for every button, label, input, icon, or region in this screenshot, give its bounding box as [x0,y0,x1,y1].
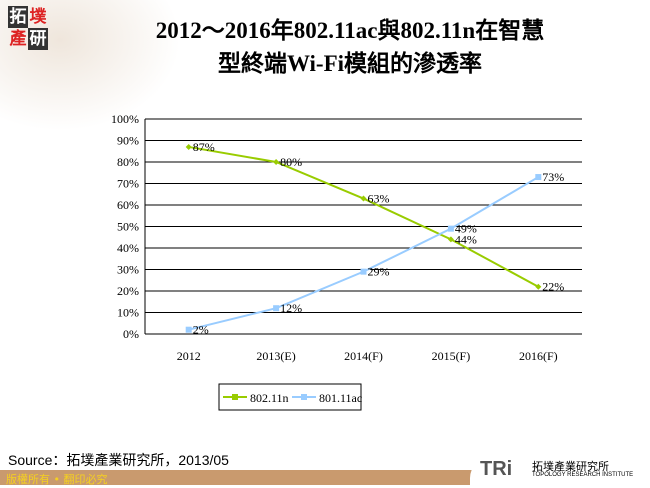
data-point [535,283,542,290]
x-tick-label: 2014(F) [344,349,383,363]
x-tick-label: 2016(F) [519,349,558,363]
y-tick-label: 40% [117,241,139,255]
logo-char: 研 [28,28,48,50]
y-tick-label: 10% [117,306,139,320]
data-point [535,174,542,181]
title-line-2: 型終端Wi-Fi模組的滲透率 [217,51,483,76]
page-title: 2012～2016年802.11ac與802.11n在智慧 型終端Wi-Fi模組的… [60,14,640,80]
brand-sub: TOPOLOGY RESEARCH INSTITUTE [532,472,634,478]
legend-label: 802.11n [250,391,289,405]
source-note: Source：拓墣產業研究所，2013/05 [8,452,229,468]
y-tick-label: 70% [117,177,139,191]
data-label: 73% [542,170,564,184]
logo-char: 墣 [29,7,47,27]
data-point [185,143,192,150]
y-tick-label: 0% [123,327,139,341]
data-label: 80% [280,155,302,169]
brand-mark: TRi [480,458,513,480]
series-line-802.11n [188,145,539,288]
data-point [273,305,280,312]
data-label: 44% [455,232,477,246]
data-point [447,236,454,243]
data-label: 49% [455,222,477,236]
data-label: 2% [193,323,209,337]
data-label: 63% [368,192,390,206]
y-tick-label: 30% [117,263,139,277]
data-label: 29% [368,265,390,279]
title-line-1: 2012～2016年802.11ac與802.11n在智慧 [155,18,545,43]
x-tick-label: 2012 [177,349,201,363]
y-tick-label: 90% [117,134,139,148]
legend-label: 801.11ac [319,391,362,405]
data-point [447,225,454,232]
legend-marker [232,394,238,400]
data-point [185,326,192,333]
data-label: 87% [193,140,215,154]
data-point [360,268,367,275]
x-tick-label: 2015(F) [432,349,471,363]
y-tick-label: 60% [117,198,139,212]
logo: 拓墣產研 [8,6,50,52]
y-tick-label: 20% [117,284,139,298]
legend-marker [301,394,307,400]
logo-char: 產 [9,29,27,49]
x-tick-label: 2013(E) [256,349,295,363]
data-point [360,195,367,202]
data-point [273,159,280,165]
brand-logo: TRi 拓墣產業研究所 TOPOLOGY RESEARCH INSTITUTE [470,458,650,485]
y-tick-label: 50% [117,220,139,234]
y-tick-label: 80% [117,155,139,169]
brand-name: 拓墣產業研究所 [532,460,609,473]
data-label: 22% [542,280,564,294]
y-tick-label: 100% [111,112,139,126]
logo-char: 拓 [8,6,28,28]
data-label: 12% [280,301,302,315]
copyright: 版權所有 • 翻印必究 [6,473,108,486]
